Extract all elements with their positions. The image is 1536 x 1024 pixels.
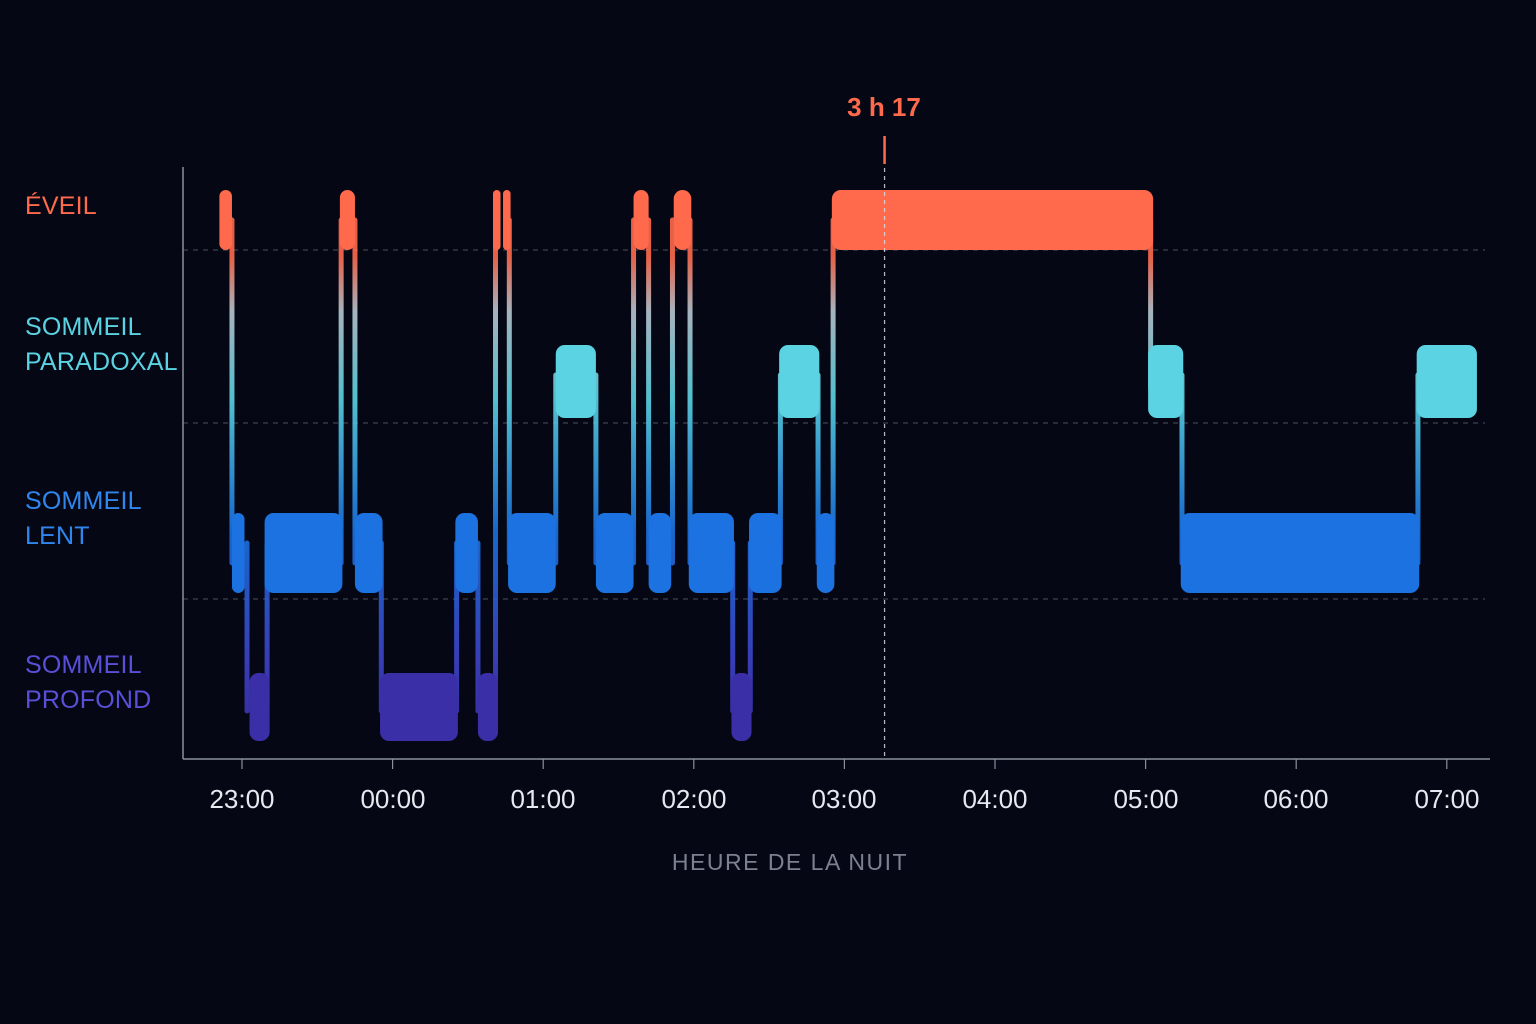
segment-lent [688,513,734,593]
stage-label-eveil: ÉVEIL [25,192,97,220]
x-axis-title: HEURE DE LA NUIT [671,849,909,875]
segment-eveil [633,190,649,250]
segment-eveil [493,190,501,250]
segment-lent [595,513,634,593]
x-tick-label: 23:00 [209,784,275,814]
segment-lent [455,513,478,593]
segment-lent [1180,513,1420,593]
x-tick-label: 04:00 [962,784,1028,814]
segment-lent [508,513,556,593]
segment-profond [249,673,270,741]
stage-label-lent: SOMMEIL LENT [25,487,142,550]
segment-lent [231,513,245,593]
segment-profond [477,673,499,741]
time-marker-label: 3 h 17 [847,92,921,122]
x-tick-label: 05:00 [1113,784,1179,814]
segment-eveil [219,190,232,250]
segment-eveil [339,190,355,250]
x-tick-label: 02:00 [661,784,727,814]
segment-paradoxal [1416,345,1477,418]
x-tick-label: 03:00 [811,784,877,814]
x-tick-label: 00:00 [360,784,426,814]
segment-lent [648,513,672,593]
x-tick-label: 07:00 [1414,784,1480,814]
stage-label-paradoxal: SOMMEIL PARADOXAL [25,313,178,376]
segment-paradoxal [1148,345,1184,418]
segment-profond [731,673,752,741]
segment-eveil [673,190,692,250]
segment-paradoxal [555,345,596,418]
segment-lent [749,513,782,593]
x-tick-label: 06:00 [1263,784,1329,814]
segment-eveil [503,190,511,250]
segment-lent [354,513,383,593]
segment-eveil [831,190,1154,250]
x-tick-label: 01:00 [510,784,576,814]
segment-profond [380,673,458,741]
segment-lent [816,513,835,593]
stage-label-profond: SOMMEIL PROFOND [25,651,152,714]
segment-lent [264,513,343,593]
segment-paradoxal [779,345,820,418]
